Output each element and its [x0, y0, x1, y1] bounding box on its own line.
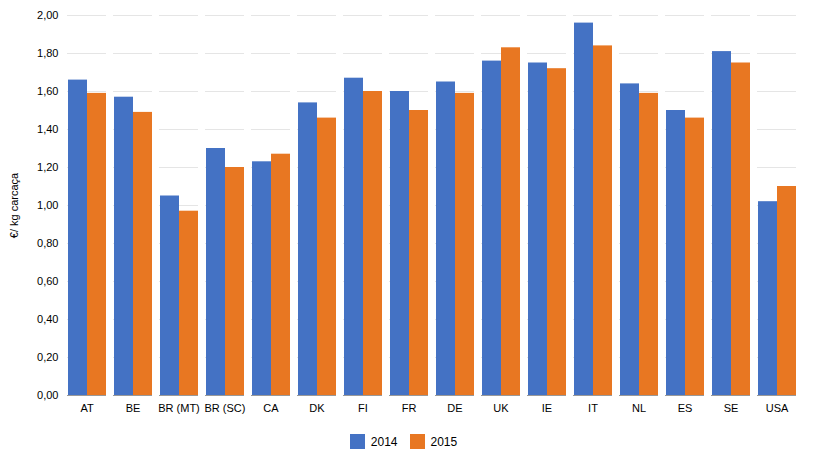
svg-text:ES: ES — [678, 402, 693, 414]
svg-text:0,60: 0,60 — [37, 275, 58, 287]
svg-text:0,40: 0,40 — [37, 313, 58, 325]
svg-text:1,20: 1,20 — [37, 161, 58, 173]
svg-text:DK: DK — [309, 402, 325, 414]
svg-text:1,60: 1,60 — [37, 85, 58, 97]
html-text:2015: 2015 — [430, 434, 458, 449]
svg-text:IT: IT — [588, 402, 598, 414]
html-text:2014: 2014 — [370, 434, 398, 449]
svg-text:SE: SE — [724, 402, 739, 414]
svg-text:UK: UK — [493, 402, 509, 414]
svg-text:NL: NL — [632, 402, 646, 414]
svg-text:1,00: 1,00 — [37, 199, 58, 211]
svg-text:1,80: 1,80 — [37, 47, 58, 59]
svg-text:BE: BE — [126, 402, 141, 414]
svg-text:CA: CA — [263, 402, 279, 414]
svg-text:€/ kg carcaça: €/ kg carcaça — [8, 172, 20, 238]
svg-text:FI: FI — [358, 402, 368, 414]
svg-text:FR: FR — [402, 402, 417, 414]
svg-text:USA: USA — [766, 402, 789, 414]
svg-text:DE: DE — [447, 402, 462, 414]
svg-text:AT: AT — [80, 402, 94, 414]
svg-text:2,00: 2,00 — [37, 9, 58, 21]
svg-text:BR (SC): BR (SC) — [205, 402, 246, 414]
svg-text:0,00: 0,00 — [37, 389, 58, 401]
svg-text:0,20: 0,20 — [37, 351, 58, 363]
svg-text:0,80: 0,80 — [37, 237, 58, 249]
svg-text:1,40: 1,40 — [37, 123, 58, 135]
svg-text:IE: IE — [542, 402, 552, 414]
svg-text:BR (MT): BR (MT) — [158, 402, 200, 414]
